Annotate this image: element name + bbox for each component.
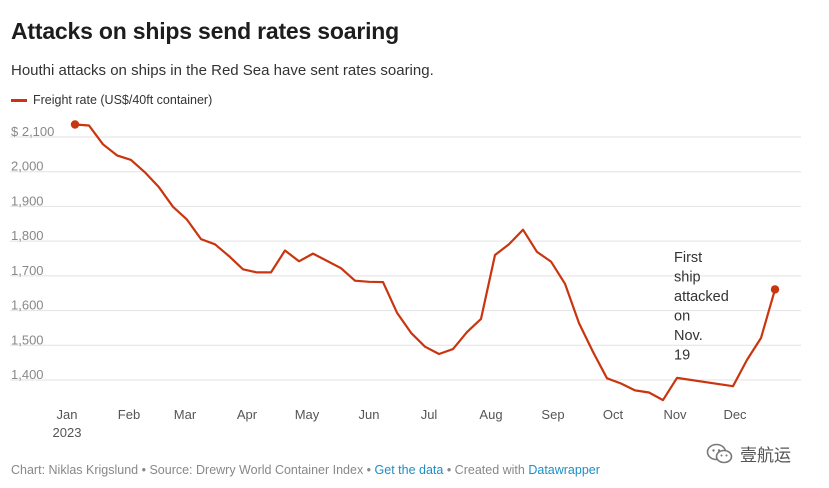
annotation-text: 19 <box>674 348 690 364</box>
watermark: 壹航运 <box>706 441 791 466</box>
x-tick-sublabel: 2023 <box>53 425 82 440</box>
wechat-icon <box>706 443 733 463</box>
chart-subtitle: Houthi attacks on ships in the Red Sea h… <box>11 62 434 79</box>
end-point-marker <box>770 285 780 294</box>
watermark-text: 壹航运 <box>740 446 791 465</box>
x-tick-label: May <box>295 407 320 422</box>
x-tick-label: Nov <box>663 407 687 422</box>
legend-label: Freight rate (US$/40ft container) <box>33 93 213 107</box>
series-line <box>73 123 777 402</box>
x-tick-label: Apr <box>237 407 258 422</box>
x-tick-label: Jul <box>421 407 438 422</box>
footer: Chart: Niklas Krigslund • Source: Drewry… <box>11 463 600 477</box>
annotation-text: Nov. <box>674 328 703 344</box>
legend: Freight rate (US$/40ft container) <box>11 93 212 107</box>
y-tick-label: 1,500 <box>11 332 44 347</box>
x-tick-label: Sep <box>541 407 564 422</box>
y-tick-label: $ 2,100 <box>11 124 54 139</box>
chart-title: Attacks on ships send rates soaring <box>11 18 399 44</box>
legend-swatch <box>11 98 27 102</box>
y-tick-label: 2,000 <box>11 159 44 174</box>
x-tick-label: Dec <box>723 407 747 422</box>
y-tick-label: 1,400 <box>11 367 44 382</box>
annotation-text: First <box>674 250 702 266</box>
annotation-text: attacked <box>674 289 729 305</box>
x-tick-label: Feb <box>118 407 140 422</box>
get-data-link[interactable]: Get the data <box>374 463 444 477</box>
x-tick-label: Mar <box>174 407 197 422</box>
x-tick-label: Jan <box>57 407 78 422</box>
footer-credit: Chart: Niklas Krigslund • Source: Drewry… <box>11 463 372 477</box>
x-tick-label: Jun <box>359 407 380 422</box>
y-tick-label: 1,700 <box>11 263 44 278</box>
x-tick-label: Oct <box>603 407 624 422</box>
annotation-text: on <box>674 309 690 325</box>
footer-created: • Created with <box>446 463 525 477</box>
datawrapper-link[interactable]: Datawrapper <box>528 463 600 477</box>
annotation-text: ship <box>674 270 701 286</box>
y-tick-label: 1,900 <box>11 193 44 208</box>
start-point-marker <box>70 120 80 129</box>
y-tick-label: 1,800 <box>11 228 44 243</box>
x-tick-label: Aug <box>479 407 502 422</box>
y-tick-label: 1,600 <box>11 298 44 313</box>
